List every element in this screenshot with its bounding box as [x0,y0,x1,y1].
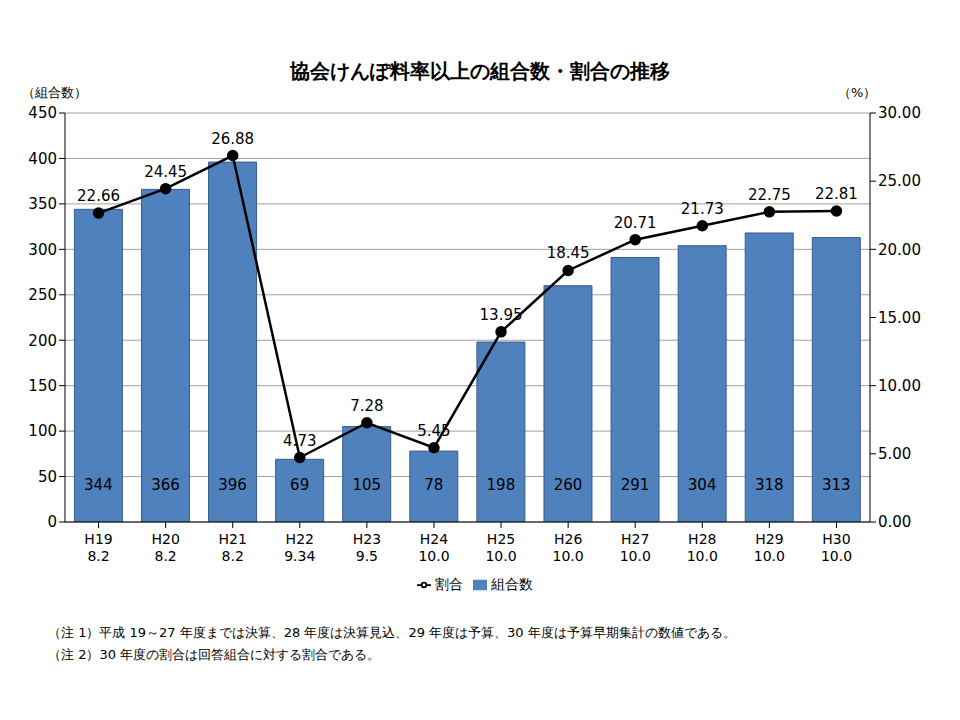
svg-text:20.71: 20.71 [614,214,657,232]
svg-text:10.0: 10.0 [620,548,651,564]
svg-text:22.75: 22.75 [748,186,791,204]
svg-text:10.0: 10.0 [821,548,852,564]
html-text:（組合数）: （組合数） [22,85,87,100]
svg-text:H30: H30 [822,531,850,547]
svg-text:25.00: 25.00 [878,172,921,190]
svg-text:50: 50 [38,468,57,486]
svg-text:150: 150 [28,377,57,395]
svg-text:H22: H22 [286,531,314,547]
svg-text:10.0: 10.0 [418,548,449,564]
svg-text:318: 318 [755,476,784,494]
svg-text:9.34: 9.34 [284,548,315,564]
svg-text:8.2: 8.2 [87,548,109,564]
html-text:組合数: 組合数 [491,576,533,592]
svg-text:250: 250 [28,286,57,304]
svg-text:10.0: 10.0 [553,548,584,564]
svg-text:200: 200 [28,332,57,350]
svg-text:8.2: 8.2 [222,548,244,564]
svg-text:69: 69 [290,476,309,494]
html-text:割合: 割合 [435,576,463,592]
svg-text:313: 313 [822,476,851,494]
svg-text:H19: H19 [84,531,112,547]
svg-text:10.0: 10.0 [687,548,718,564]
svg-text:260: 260 [554,476,583,494]
svg-text:9.5: 9.5 [356,548,378,564]
svg-text:H29: H29 [755,531,783,547]
svg-text:0.00: 0.00 [878,513,911,531]
svg-text:20.00: 20.00 [878,241,921,259]
html-text:（注 1）平成 19～27 年度までは決算、28 年度は決算: （注 1）平成 19～27 年度までは決算、28 年度は決算見込、29 年度は予… [48,625,736,640]
svg-text:H27: H27 [621,531,649,547]
svg-text:8.2: 8.2 [154,548,176,564]
svg-text:21.73: 21.73 [681,200,724,218]
svg-text:H23: H23 [353,531,381,547]
svg-text:344: 344 [84,476,113,494]
svg-text:15.00: 15.00 [878,309,921,327]
svg-text:10.0: 10.0 [485,548,516,564]
svg-text:291: 291 [621,476,650,494]
svg-text:18.45: 18.45 [547,244,590,262]
svg-text:0: 0 [47,513,57,531]
html-text:協会けんぽ料率以上の組合数・割合の推移: 協会けんぽ料率以上の組合数・割合の推移 [290,59,670,83]
svg-text:22.81: 22.81 [815,185,858,203]
svg-text:13.95: 13.95 [480,306,523,324]
svg-text:26.88: 26.88 [211,130,254,148]
svg-text:4.73: 4.73 [283,432,316,450]
svg-text:H25: H25 [487,531,515,547]
svg-text:105: 105 [352,476,381,494]
svg-text:30.00: 30.00 [878,104,921,122]
svg-text:350: 350 [28,195,57,213]
svg-text:7.28: 7.28 [350,397,383,415]
svg-text:22.66: 22.66 [77,187,120,205]
svg-text:H24: H24 [420,531,448,547]
svg-text:H26: H26 [554,531,582,547]
svg-text:396: 396 [218,476,247,494]
svg-text:H28: H28 [688,531,716,547]
html-text:（注 2）30 年度の割合は回答組合に対する割合である。: （注 2）30 年度の割合は回答組合に対する割合である。 [48,647,381,662]
svg-text:304: 304 [688,476,717,494]
svg-text:10.0: 10.0 [754,548,785,564]
svg-text:5.00: 5.00 [878,445,911,463]
svg-text:100: 100 [28,422,57,440]
svg-text:300: 300 [28,241,57,259]
svg-text:198: 198 [487,476,516,494]
svg-text:400: 400 [28,150,57,168]
svg-text:450: 450 [28,104,57,122]
svg-text:366: 366 [151,476,180,494]
svg-text:24.45: 24.45 [144,163,187,181]
svg-text:H20: H20 [151,531,179,547]
svg-text:78: 78 [424,476,443,494]
svg-text:10.00: 10.00 [878,377,921,395]
svg-text:5.45: 5.45 [417,422,450,440]
svg-text:H21: H21 [219,531,247,547]
